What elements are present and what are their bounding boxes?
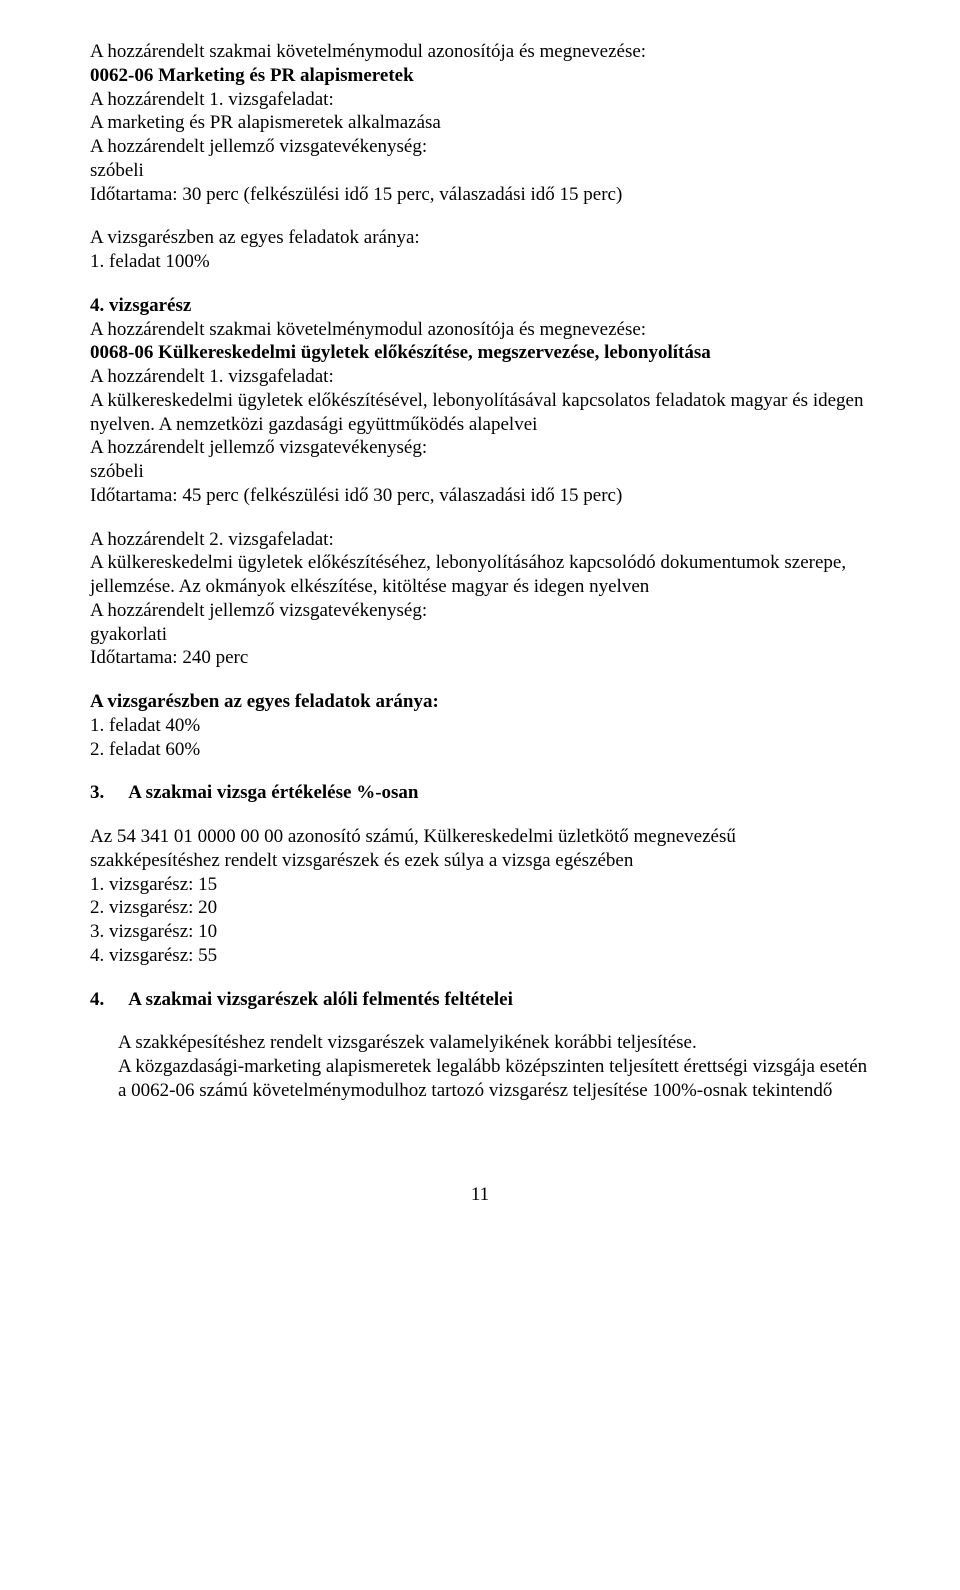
numbered-heading: 4. A szakmai vizsgarészek alóli felmenté…	[90, 988, 870, 1012]
text-line: A szakképesítéshez rendelt vizsgarészek …	[118, 1031, 870, 1055]
text-line: A hozzárendelt 1. vizsgafeladat:	[90, 365, 870, 389]
heading-text: A szakmai vizsgarészek alóli felmentés f…	[128, 988, 513, 1012]
heading-number: 3.	[90, 781, 104, 805]
module-title: 0068-06 Külkereskedelmi ügyletek előkész…	[90, 341, 870, 365]
document-page: A hozzárendelt szakmai követelménymodul …	[0, 0, 960, 1266]
text-line: 1. feladat 40%	[90, 714, 870, 738]
text-paragraph: A külkereskedelmi ügyletek előkészítésév…	[90, 389, 870, 437]
text-line: 3. vizsgarész: 10	[90, 920, 870, 944]
text-line: A hozzárendelt szakmai követelménymodul …	[90, 318, 870, 342]
text-line: A marketing és PR alapismeretek alkalmaz…	[90, 111, 870, 135]
text-line: Időtartama: 45 perc (felkészülési idő 30…	[90, 484, 870, 508]
text-line: 2. vizsgarész: 20	[90, 896, 870, 920]
module-title: 0062-06 Marketing és PR alapismeretek	[90, 64, 870, 88]
text-line: 4. vizsgarész: 55	[90, 944, 870, 968]
heading-text: A szakmai vizsga értékelése %-osan	[128, 781, 418, 805]
text-paragraph: Az 54 341 01 0000 00 00 azonosító számú,…	[90, 825, 870, 873]
text-line: 1. vizsgarész: 15	[90, 873, 870, 897]
heading-number: 4.	[90, 988, 104, 1012]
text-line: A hozzárendelt jellemző vizsgatevékenysé…	[90, 599, 870, 623]
text-line: 1. feladat 100%	[90, 250, 870, 274]
text-line: szóbeli	[90, 460, 870, 484]
text-line: A hozzárendelt 2. vizsgafeladat:	[90, 528, 870, 552]
text-line: A hozzárendelt 1. vizsgafeladat:	[90, 88, 870, 112]
text-paragraph: A külkereskedelmi ügyletek előkészítéséh…	[90, 551, 870, 599]
text-line: Időtartama: 240 perc	[90, 646, 870, 670]
text-line: szóbeli	[90, 159, 870, 183]
text-line: Időtartama: 30 perc (felkészülési idő 15…	[90, 183, 870, 207]
numbered-heading: 3. A szakmai vizsga értékelése %-osan	[90, 781, 870, 805]
text-line: A hozzárendelt szakmai követelménymodul …	[90, 40, 870, 64]
text-line: A vizsgarészben az egyes feladatok arány…	[90, 226, 870, 250]
section-heading: 4. vizsgarész	[90, 294, 870, 318]
text-line: gyakorlati	[90, 623, 870, 647]
page-number: 11	[90, 1183, 870, 1207]
text-paragraph: A közgazdasági-marketing alapismeretek l…	[118, 1055, 870, 1103]
text-line: A vizsgarészben az egyes feladatok arány…	[90, 690, 870, 714]
text-line: A hozzárendelt jellemző vizsgatevékenysé…	[90, 135, 870, 159]
text-line: 2. feladat 60%	[90, 738, 870, 762]
text-line: A hozzárendelt jellemző vizsgatevékenysé…	[90, 436, 870, 460]
